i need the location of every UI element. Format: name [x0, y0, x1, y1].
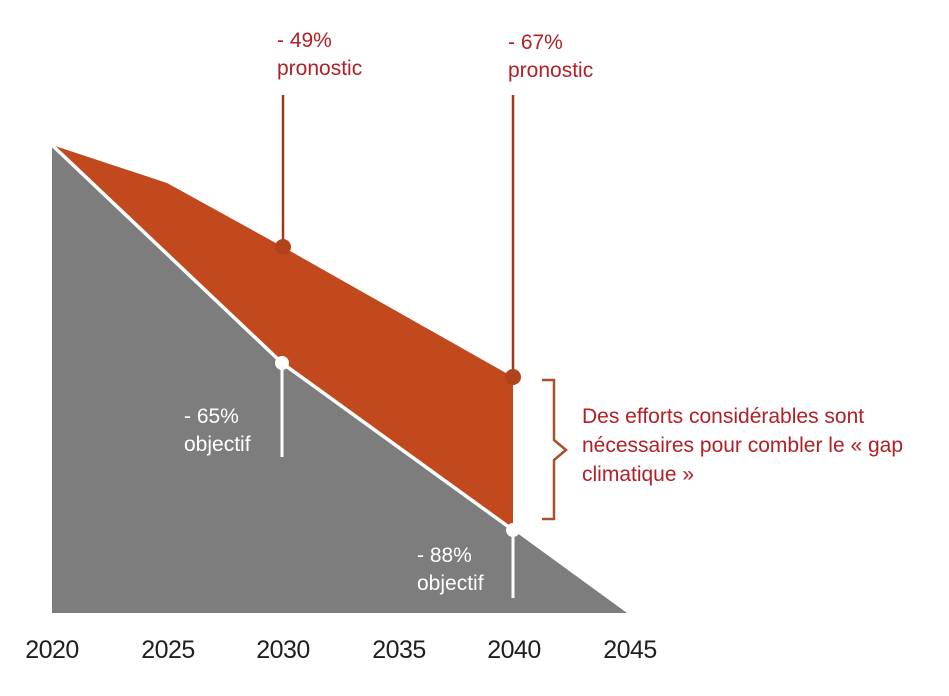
gap-brace: [542, 378, 568, 521]
objectif-2030-label: - 65% objectif: [184, 403, 251, 459]
gap-annotation-line-3: climatique »: [582, 463, 695, 486]
x-tick-2020: 2020: [25, 636, 79, 664]
objectif-2030-value: - 65%: [184, 405, 239, 428]
x-tick-2030: 2030: [256, 636, 310, 664]
x-axis: 2020 2025 2030 2035 2040 2045: [0, 636, 949, 670]
objectif-2040-value: - 88%: [417, 544, 472, 567]
pronostic-gap-area: [52, 145, 513, 528]
objectif-2040-label: - 88% objectif: [417, 542, 484, 598]
x-tick-2045: 2045: [603, 636, 657, 664]
objectif-2040-marker: [506, 523, 520, 537]
pronostic-2030-name: pronostic: [277, 57, 363, 80]
pronostic-2030-value: - 49%: [277, 29, 332, 52]
x-tick-2035: 2035: [372, 636, 426, 664]
pronostic-2040-marker: [505, 369, 521, 385]
x-tick-2025: 2025: [141, 636, 195, 664]
pronostic-2030-label: - 49% pronostic: [277, 27, 362, 83]
pronostic-2040-name: pronostic: [508, 59, 594, 82]
objectif-2040-name: objectif: [417, 572, 484, 595]
pronostic-2040-value: - 67%: [508, 31, 563, 54]
pronostic-2040-label: - 67% pronostic: [508, 29, 593, 85]
objectif-area: [52, 145, 627, 613]
gap-annotation: Des efforts considérables sont nécessair…: [582, 402, 903, 489]
gap-annotation-line-1: Des efforts considérables sont: [582, 405, 865, 428]
pronostic-2030-marker: [275, 239, 291, 255]
gap-annotation-line-2: nécessaires pour combler le « gap: [582, 434, 904, 457]
objectif-2030-name: objectif: [184, 433, 251, 456]
objectif-2030-marker: [275, 356, 289, 370]
x-tick-2040: 2040: [487, 636, 541, 664]
